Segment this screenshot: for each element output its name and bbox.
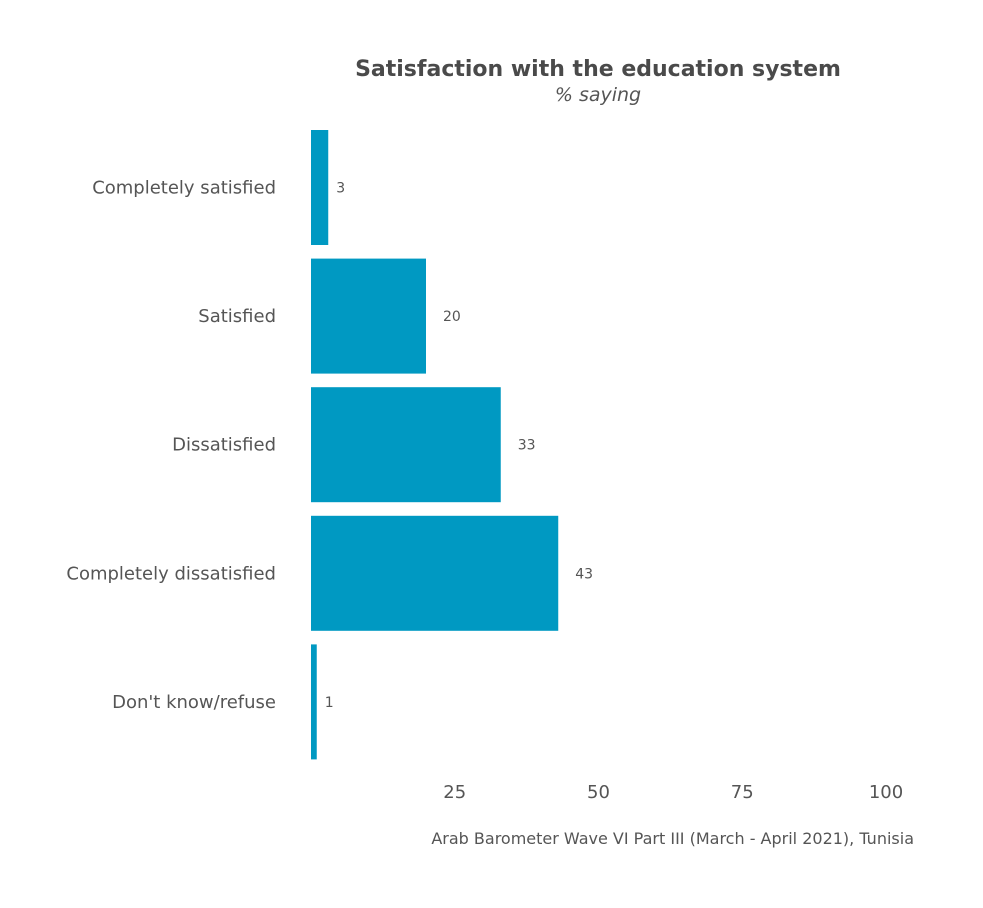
category-label-0: Completely satisfied xyxy=(92,178,276,199)
x-tick-label-2: 75 xyxy=(731,782,754,803)
x-axis-ticks: 25 50 75 100 xyxy=(443,782,903,803)
x-tick-label-1: 50 xyxy=(587,782,610,803)
value-label-2: 33 xyxy=(518,438,536,454)
x-tick-label-0: 25 xyxy=(443,782,466,803)
value-label-4: 1 xyxy=(325,695,334,711)
category-label-2: Dissatisfied xyxy=(172,435,276,456)
bar-4 xyxy=(311,644,317,760)
x-tick-label-3: 100 xyxy=(869,782,903,803)
chart-subtitle: % saying xyxy=(555,84,641,106)
bars-group xyxy=(311,130,559,760)
chart-caption: Arab Barometer Wave VI Part III (March -… xyxy=(431,829,914,848)
category-label-4: Don't know/refuse xyxy=(112,692,276,713)
category-label-1: Satisfied xyxy=(198,306,276,327)
bar-0 xyxy=(311,130,329,245)
chart-title: Satisfaction with the education system xyxy=(355,57,841,82)
bar-2 xyxy=(311,387,501,503)
value-label-3: 43 xyxy=(575,566,593,582)
value-label-0: 3 xyxy=(336,181,345,197)
value-labels: 3 20 33 43 1 xyxy=(325,181,593,711)
category-labels: Completely satisfied Satisfied Dissatisfie… xyxy=(66,178,276,713)
bar-3 xyxy=(311,515,559,631)
value-label-1: 20 xyxy=(443,309,461,325)
category-label-3: Completely dissatisfied xyxy=(66,563,276,584)
bar-1 xyxy=(311,258,426,374)
